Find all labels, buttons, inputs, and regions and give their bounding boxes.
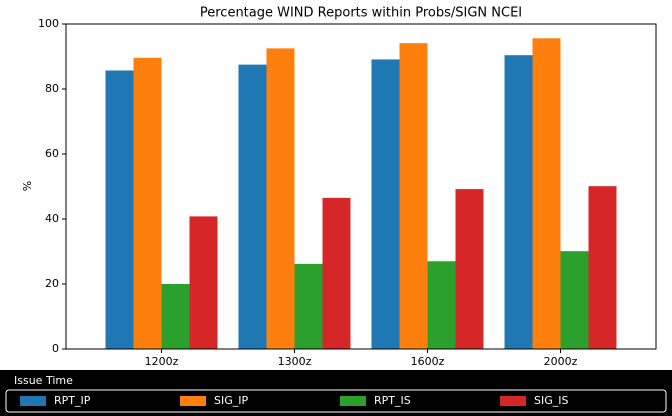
legend-swatch	[500, 396, 526, 406]
x-tick-label: 1200z	[145, 355, 179, 368]
bar	[399, 43, 428, 350]
legend-label: SIG_IP	[214, 394, 248, 407]
bar	[266, 48, 295, 349]
legend-box	[5, 389, 667, 413]
y-tick-label: 100	[38, 17, 59, 30]
bar	[504, 55, 533, 349]
legend-swatch	[20, 396, 46, 406]
y-axis-label: %	[21, 181, 34, 191]
bar	[133, 57, 162, 350]
bar	[294, 263, 323, 349]
x-tick-label: 2000z	[544, 355, 578, 368]
y-tick-label: 80	[45, 82, 59, 95]
y-tick-label: 40	[45, 212, 59, 225]
bar	[532, 38, 561, 350]
x-axis-label: Issue Time	[14, 374, 73, 387]
bar	[105, 70, 134, 349]
legend-swatch	[180, 396, 206, 406]
bar	[455, 189, 484, 349]
plot-frame	[65, 23, 657, 350]
chart-title: Percentage WIND Reports within Probs/SIG…	[200, 6, 522, 21]
legend-label: RPT_IP	[54, 394, 91, 407]
legend-label: RPT_IS	[374, 394, 411, 407]
y-tick-label: 60	[45, 147, 59, 160]
bar	[427, 261, 456, 349]
bar	[189, 216, 218, 349]
bar	[560, 251, 589, 349]
bar	[238, 64, 267, 349]
y-tick-label: 20	[45, 277, 59, 290]
bar	[322, 197, 351, 349]
legend-swatch	[340, 396, 366, 406]
x-tick-label: 1600z	[411, 355, 445, 368]
bar	[588, 186, 617, 349]
x-tick-label: 1300z	[278, 355, 312, 368]
y-tick-label: 0	[52, 342, 59, 355]
bar	[161, 284, 190, 349]
bar	[371, 59, 400, 350]
legend-label: SIG_IS	[534, 394, 568, 407]
footer-band	[0, 370, 672, 416]
